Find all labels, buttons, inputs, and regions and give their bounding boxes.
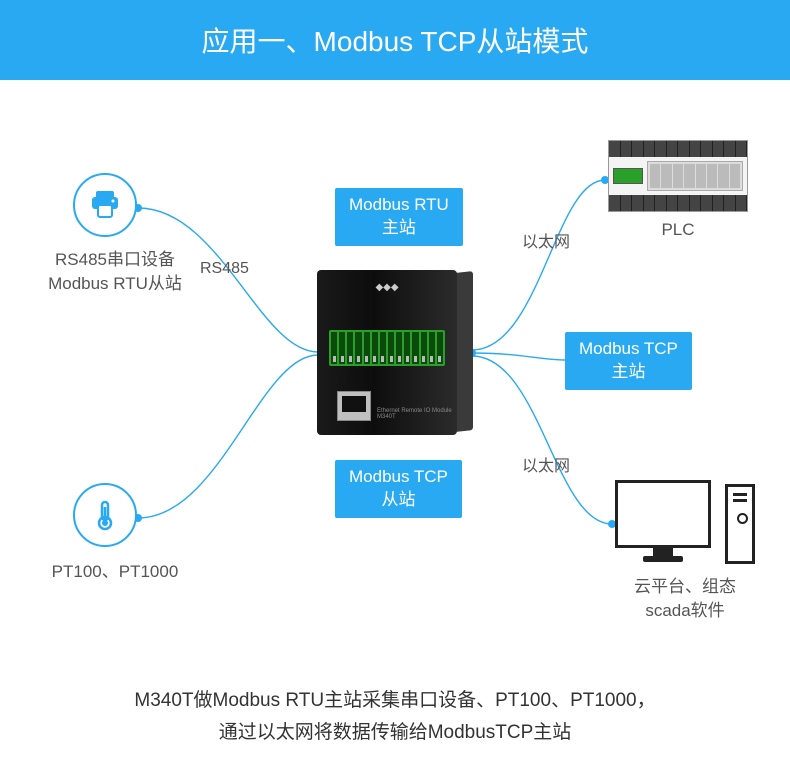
- rs485-device-label: RS485串口设备 Modbus RTU从站: [30, 248, 200, 296]
- footer-line-1: M340T做Modbus RTU主站采集串口设备、PT100、PT1000，: [0, 685, 790, 717]
- edge-label-rs485: RS485: [200, 260, 249, 278]
- pc-label: 云平台、组态 scada软件: [610, 575, 760, 623]
- topology-diagram: RS485串口设备 Modbus RTU从站 PT100、PT1000 RS48…: [0, 80, 790, 640]
- tag-modbus-tcp-master: Modbus TCP 主站: [565, 332, 692, 390]
- thermometer-icon: [73, 483, 137, 547]
- edge-label-ethernet-bottom: 以太网: [522, 452, 570, 476]
- footer-description: M340T做Modbus RTU主站采集串口设备、PT100、PT1000， 通…: [0, 685, 790, 750]
- plc-label: PLC: [648, 218, 708, 242]
- printer-icon: [73, 173, 137, 237]
- tag-modbus-rtu-master: Modbus RTU 主站: [335, 188, 463, 246]
- edge-label-ethernet-top: 以太网: [522, 228, 570, 252]
- page-header: 应用一、Modbus TCP从站模式: [0, 0, 790, 80]
- footer-line-2: 通过以太网将数据传输给ModbusTCP主站: [0, 717, 790, 749]
- m340t-device: ◆◆◆ Ethernet Remote IO ModuleM340T: [317, 270, 473, 435]
- header-title: 应用一、Modbus TCP从站模式: [202, 20, 589, 60]
- pt100-label: PT100、PT1000: [40, 560, 190, 584]
- plc-device: [608, 140, 748, 212]
- computer-icon: [615, 480, 755, 570]
- tag-modbus-tcp-slave: Modbus TCP 从站: [335, 460, 462, 518]
